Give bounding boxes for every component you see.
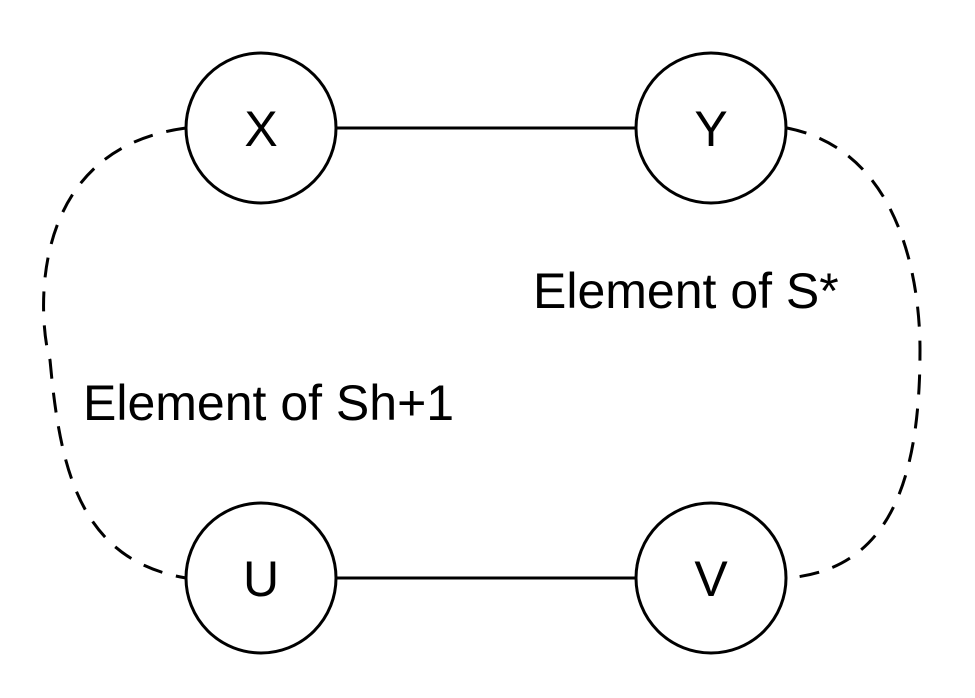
node-x-label: X (244, 101, 277, 157)
dashed-edge-right-y-v (786, 126, 922, 580)
node-y-circle (634, 51, 788, 205)
node-x-circle (184, 51, 338, 205)
node-v-label: V (694, 551, 728, 607)
dashed-edge-left-x-u (42, 126, 187, 580)
node-y-label: Y (694, 101, 727, 157)
node-x: X (184, 51, 338, 205)
annotation-right: Element of S* (533, 263, 839, 319)
node-v-circle (634, 501, 788, 655)
node-y: Y (634, 51, 788, 205)
node-u-circle (184, 501, 338, 655)
annotation-left: Element of Sh+1 (83, 375, 454, 431)
node-v: V (634, 501, 788, 655)
node-u-label: U (243, 551, 279, 607)
node-u: U (184, 501, 338, 655)
